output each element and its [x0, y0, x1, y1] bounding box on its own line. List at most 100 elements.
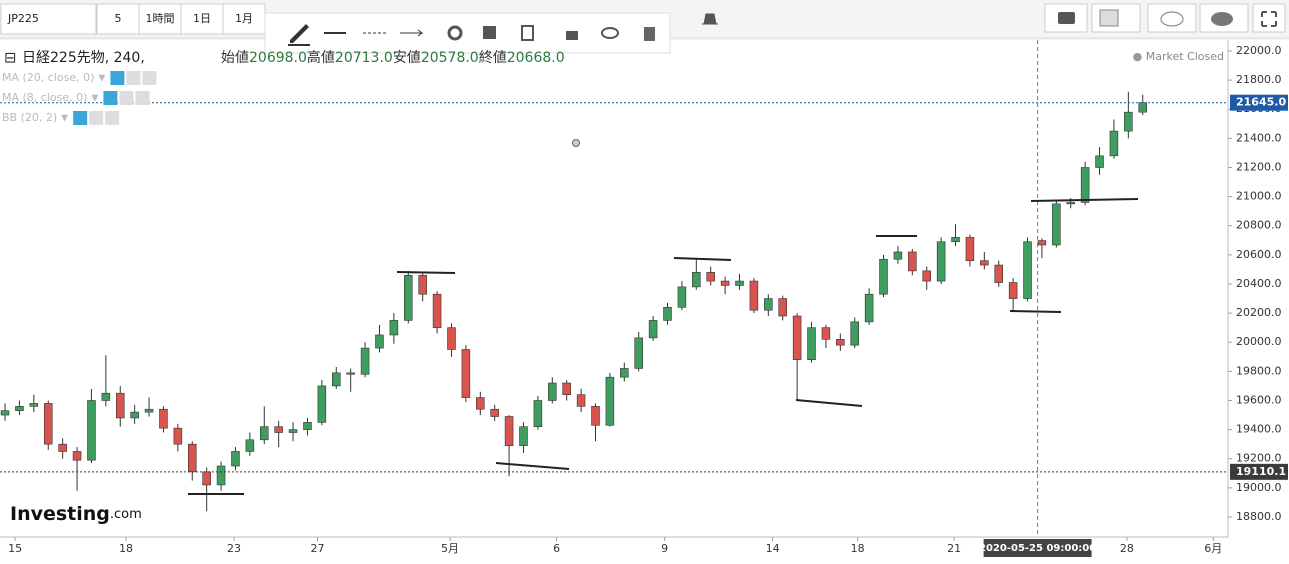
interval-button[interactable] — [138, 3, 182, 35]
indicator-button[interactable] — [119, 91, 134, 105]
price-tag-label: 21645.0 — [1236, 96, 1286, 109]
symbol: JP225 — [7, 12, 39, 25]
fullscreen-button[interactable] — [1252, 3, 1286, 33]
ohlc-value: 20713.0 — [335, 50, 393, 66]
indicator-button[interactable] — [103, 91, 118, 105]
trend-line[interactable] — [795, 399, 863, 407]
pencil-icon[interactable] — [290, 24, 309, 43]
y-tick-label: 19200.0 — [1236, 452, 1282, 465]
candle-body — [29, 403, 39, 407]
y-tick-label: 20800.0 — [1236, 219, 1282, 232]
indicator-button[interactable] — [105, 111, 120, 125]
candle-body — [432, 293, 442, 328]
candle-body — [591, 406, 600, 426]
layer-icon[interactable] — [483, 26, 496, 39]
candle-body — [490, 408, 499, 417]
price-tag-label: 19110.1 — [1236, 465, 1286, 478]
y-tick-label: 20400.0 — [1236, 277, 1282, 290]
candle-body — [461, 349, 471, 398]
trend-line[interactable] — [396, 271, 456, 274]
x-tick-label: 28 — [1120, 542, 1134, 555]
candle-body — [778, 298, 787, 317]
candle-body — [1037, 240, 1047, 246]
candle-body — [389, 320, 399, 336]
lock-icon[interactable] — [566, 31, 578, 40]
y-tick-label: 21200.0 — [1236, 160, 1282, 173]
candle-body — [231, 451, 240, 467]
x-tick-label: 6 — [553, 542, 560, 555]
trash-icon[interactable] — [644, 27, 655, 41]
interval-button[interactable] — [96, 3, 140, 35]
candle-body — [332, 372, 341, 387]
ohlc-value: 20668.0 — [507, 50, 565, 66]
x-tick-label: 23 — [227, 542, 241, 555]
brand: Investing.com — [10, 503, 142, 525]
fullscreen-icon — [1261, 11, 1277, 27]
indicator-button[interactable] — [142, 71, 157, 85]
indicator-dropdown: ▼ — [61, 114, 68, 124]
candle-body — [447, 327, 456, 350]
settings-icon[interactable] — [447, 25, 463, 41]
alert-icon[interactable] — [702, 13, 718, 25]
indicator-button[interactable] — [135, 91, 150, 105]
candle-body — [173, 427, 183, 445]
candle-body — [360, 347, 370, 375]
color-swatch — [1099, 9, 1119, 27]
x-tick-label: 21 — [947, 542, 961, 555]
symbol-box[interactable] — [0, 3, 97, 35]
download-button[interactable] — [1147, 3, 1197, 33]
candle-body — [519, 426, 528, 446]
trend-line[interactable] — [1030, 198, 1139, 202]
candle-body — [375, 334, 384, 349]
trend-lines — [188, 198, 1139, 495]
candle-body — [43, 403, 53, 445]
ohlc-value: 20698.0 — [249, 50, 307, 66]
candle-body — [836, 339, 845, 346]
x-tick-label: 27 — [311, 542, 325, 555]
y-tick-label: 21000.0 — [1236, 190, 1282, 203]
price-tag — [1230, 463, 1288, 480]
candle-body — [58, 443, 67, 452]
interval-group: 5 1時間 1日 1月 — [96, 3, 266, 35]
candle-body — [1095, 155, 1104, 168]
y-tick-label: 21400.0 — [1236, 131, 1282, 144]
ohlc-name: 安値 — [393, 50, 421, 66]
candle-body — [15, 406, 24, 411]
eye-icon[interactable] — [601, 27, 619, 39]
candle-body — [245, 439, 255, 452]
indicator-button[interactable] — [73, 111, 88, 125]
arrow-icon[interactable] — [400, 29, 424, 37]
candle-body — [87, 400, 96, 461]
brand-suffix: .com — [110, 507, 142, 522]
interval-button[interactable] — [180, 3, 224, 35]
ohlc-name: 高値 — [307, 49, 335, 66]
ohlc-value: 20578.0 — [421, 50, 479, 66]
x-tick-label: 5月 — [441, 542, 459, 555]
y-tick-label: 18800.0 — [1236, 510, 1282, 523]
interval-label: 1月 — [235, 12, 253, 25]
anchor-point[interactable] — [572, 139, 580, 147]
candle-body — [706, 272, 715, 282]
indicator-button[interactable] — [126, 71, 141, 85]
candle-body — [274, 426, 283, 433]
y-tick-label: 20000.0 — [1236, 335, 1282, 348]
candle-body — [130, 411, 139, 419]
price-tag — [1230, 94, 1288, 111]
candle-body — [317, 385, 327, 423]
market-status: ● Market Closed — [1133, 50, 1224, 63]
candle-body — [504, 416, 514, 446]
candle-body — [965, 237, 975, 261]
drawing-toolbar — [264, 12, 671, 54]
indicator-button[interactable] — [89, 111, 104, 125]
candle-body — [720, 280, 730, 286]
y-tick-label: 19600.0 — [1236, 393, 1282, 406]
candle-body — [260, 426, 269, 441]
candle-body — [1138, 102, 1148, 113]
candle-body — [216, 465, 226, 486]
collapse-icon[interactable]: ⊟ — [4, 49, 17, 67]
trend-line[interactable] — [673, 257, 732, 261]
trend-line[interactable] — [495, 462, 570, 470]
trend-line[interactable] — [1009, 310, 1062, 313]
clone-icon[interactable] — [521, 25, 534, 41]
indicator-button[interactable] — [110, 71, 125, 85]
